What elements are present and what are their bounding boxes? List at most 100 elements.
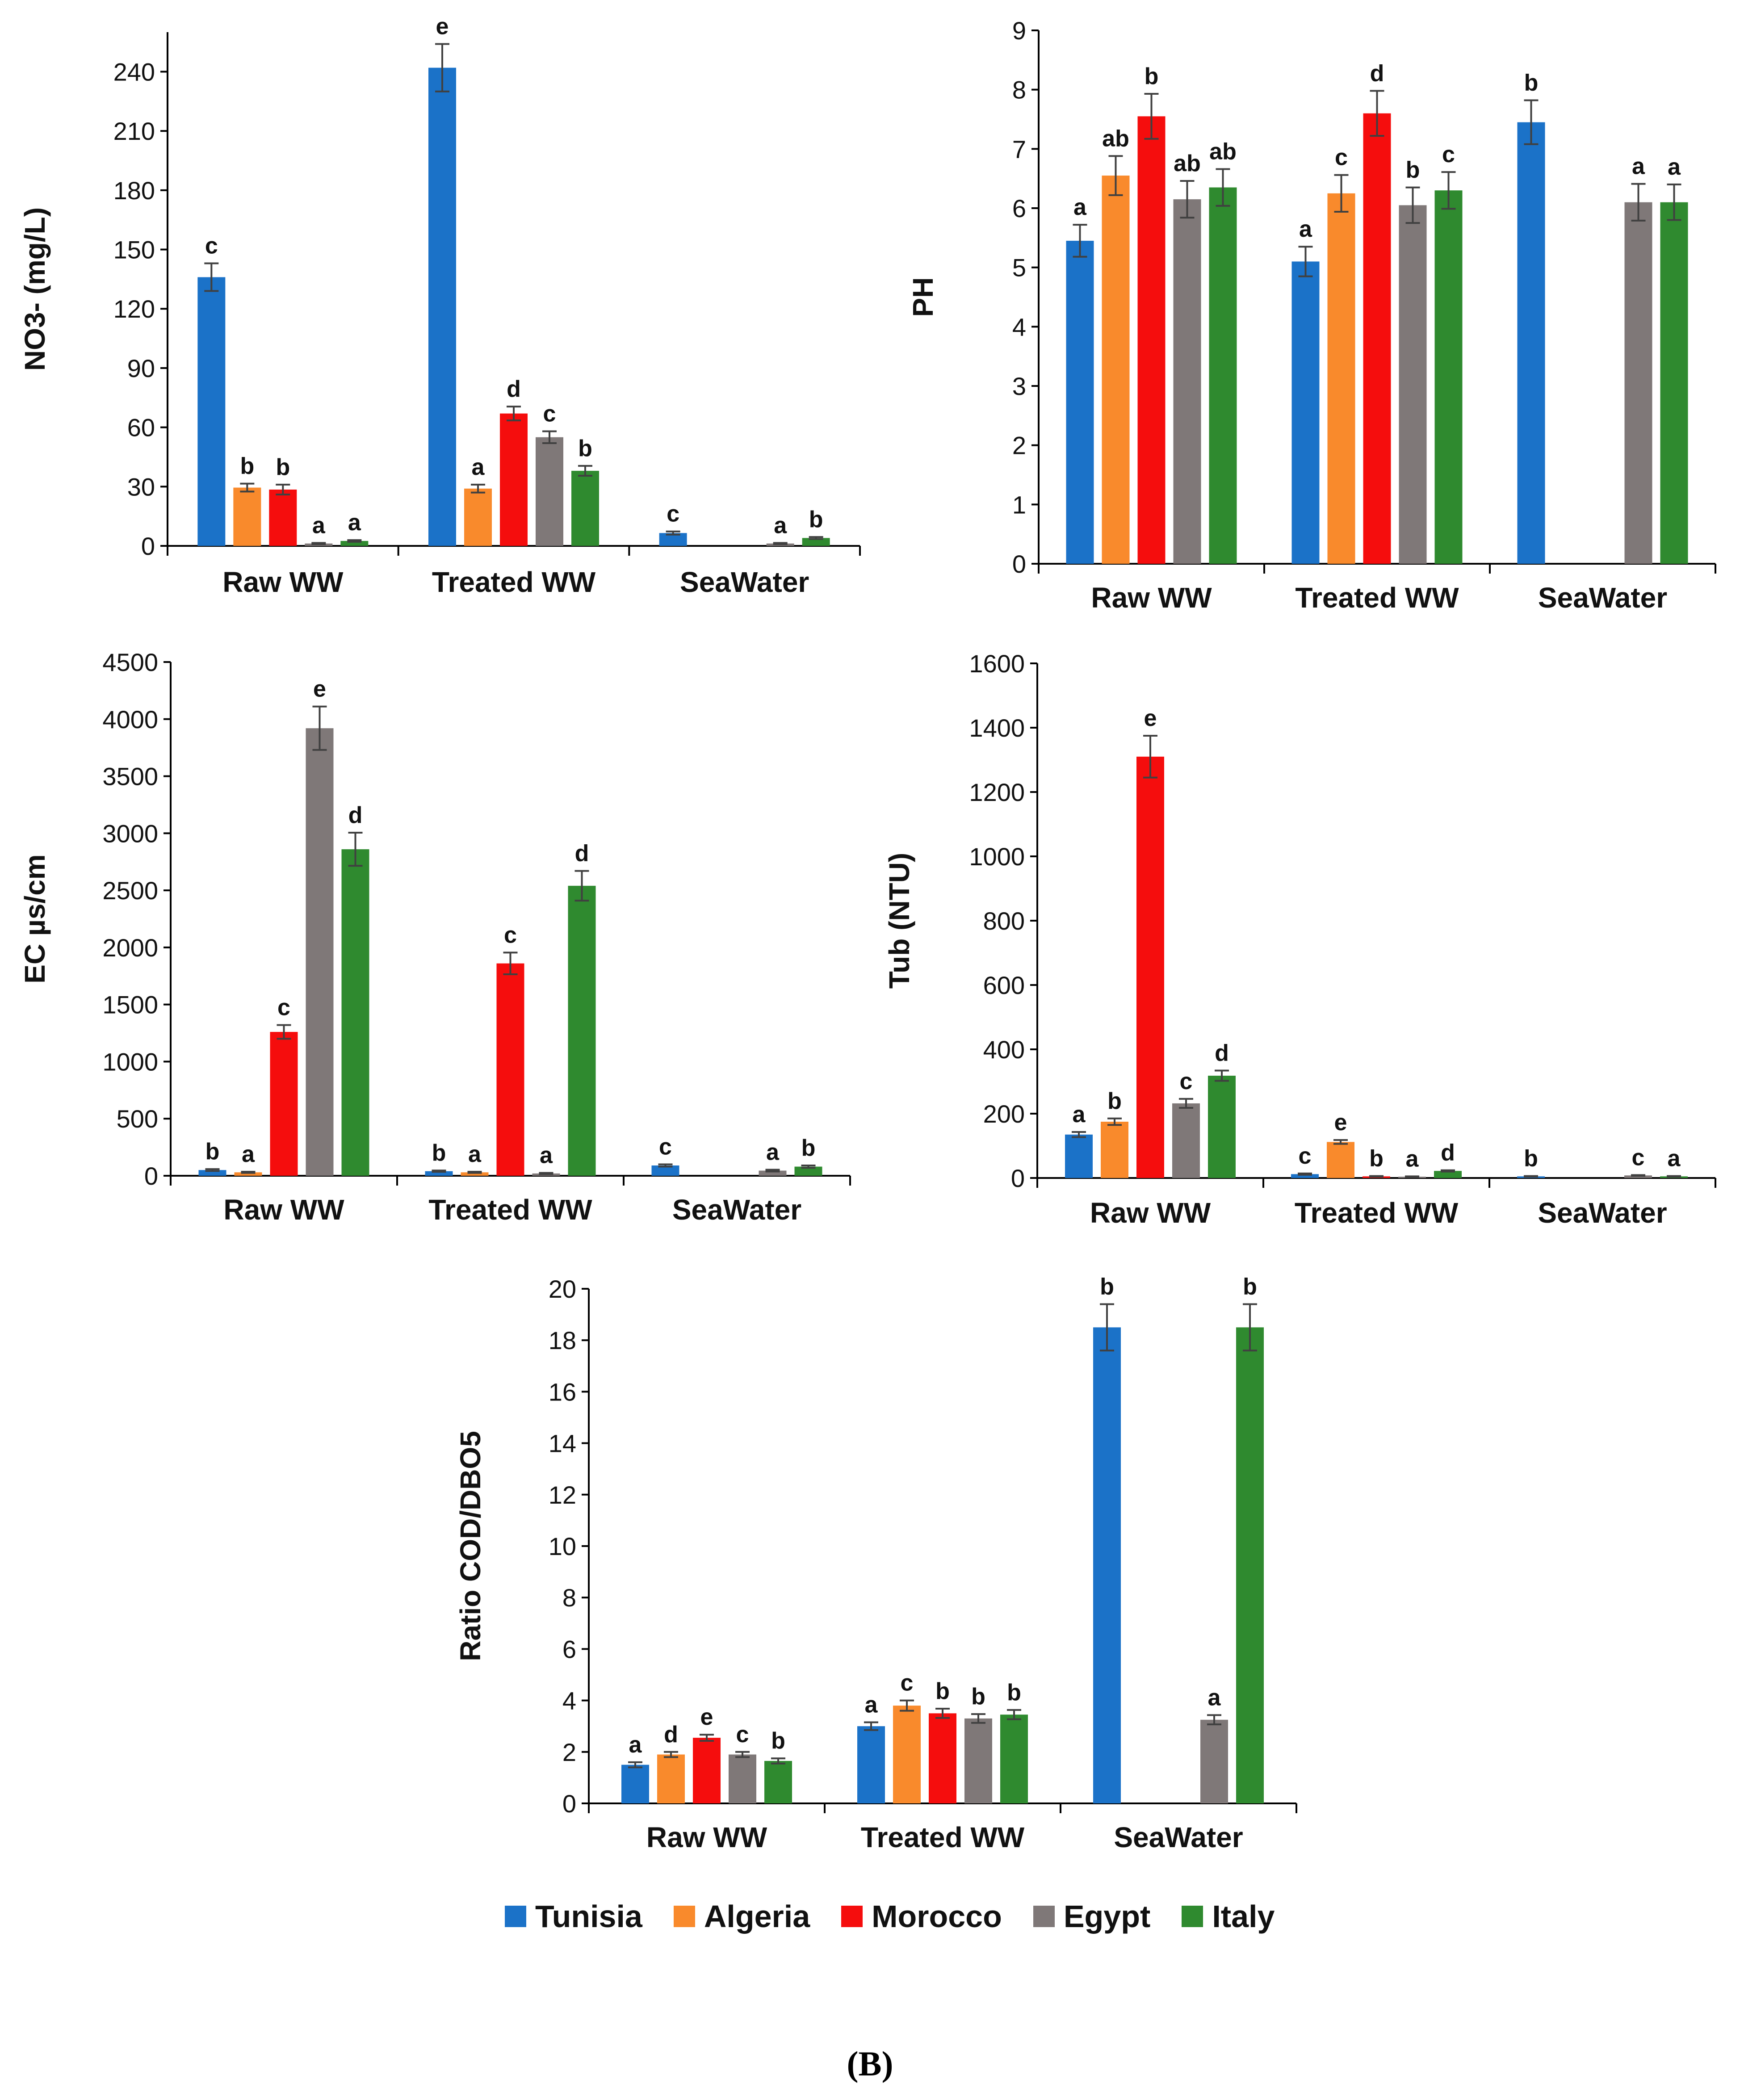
significance-letter-egypt-raw-ww: e (313, 676, 326, 702)
panel-label: (B) (847, 2044, 893, 2083)
bar-italy-raw-ww (1209, 187, 1237, 564)
bar-algeria-raw-ww (1102, 176, 1130, 564)
y-tick-label: 18 (549, 1326, 576, 1354)
bar-tunisia-raw-ww (197, 277, 226, 546)
significance-letter-egypt-seawater: a (1208, 1685, 1221, 1710)
bar-italy-seawater (802, 538, 830, 546)
y-tick-label: 400 (983, 1035, 1025, 1064)
bar-italy-raw-ww (764, 1760, 792, 1803)
y-tick-label: 150 (113, 236, 155, 264)
chart-ratio: 0 2 4 6 8 10 12 14 16 18 20 Raw WW Treated WW SeaWate… (454, 1274, 1297, 1853)
y-tick-label: 0 (141, 532, 155, 560)
legend-item-italy: Italy (1182, 1899, 1275, 1934)
y-tick-label: 2 (562, 1738, 576, 1766)
significance-letter-algeria-raw-ww: d (664, 1722, 678, 1748)
bar-italy-raw-ww (341, 849, 369, 1176)
significance-letter-italy-treated-ww: d (575, 841, 589, 867)
significance-letter-italy-treated-ww: b (578, 436, 592, 461)
legend-item-egypt: Egypt (1033, 1899, 1150, 1934)
bar-egypt-seawater (1624, 202, 1652, 564)
significance-letter-italy-seawater: a (1668, 1146, 1681, 1172)
bar-algeria-treated-ww (464, 488, 492, 546)
significance-letter-morocco-raw-ww: e (700, 1704, 713, 1730)
bar-morocco-raw-ww (1136, 756, 1164, 1178)
bar-italy-treated-ww (1434, 190, 1463, 564)
y-tick-label: 14 (549, 1429, 576, 1458)
legend-swatch-tunisia (505, 1906, 526, 1927)
x-tick-label-seawater: SeaWater (672, 1194, 801, 1226)
significance-letter-tunisia-seawater: c (659, 1134, 672, 1160)
y-axis-label: EC µs/cm (19, 854, 51, 983)
y-tick-label: 180 (113, 176, 155, 205)
significance-letter-egypt-seawater: c (1632, 1145, 1645, 1171)
bar-tunisia-raw-ww (621, 1765, 649, 1803)
x-tick-label-seawater: SeaWater (1114, 1821, 1243, 1853)
significance-letter-tunisia-treated-ww: b (432, 1140, 446, 1166)
significance-letter-algeria-treated-ww: e (1334, 1110, 1347, 1136)
significance-letter-tunisia-raw-ww: b (205, 1139, 220, 1165)
bar-egypt-seawater (1624, 1175, 1652, 1178)
significance-letter-egypt-raw-ww: a (312, 512, 326, 538)
legend-label-italy: Italy (1212, 1899, 1275, 1934)
legend-swatch-italy (1182, 1906, 1203, 1927)
significance-letter-morocco-treated-ww: d (1370, 60, 1384, 86)
significance-letter-italy-raw-ww: b (771, 1728, 785, 1754)
bar-egypt-raw-ww (729, 1754, 756, 1803)
y-tick-label: 20 (549, 1275, 576, 1303)
y-tick-label: 4500 (102, 648, 158, 676)
x-tick-label-raw-ww: Raw WW (222, 566, 344, 598)
y-axis-label: Ratio COD/DBO5 (454, 1431, 486, 1661)
x-tick-label-treated-ww: Treated WW (861, 1821, 1025, 1853)
bar-italy-treated-ww (571, 470, 599, 546)
bar-italy-raw-ww (1208, 1076, 1236, 1178)
y-tick-label: 0 (1012, 550, 1026, 578)
bar-morocco-raw-ww (270, 1032, 298, 1176)
bar-morocco-treated-ww (929, 1713, 956, 1803)
significance-letter-egypt-treated-ww: a (1406, 1146, 1419, 1172)
bar-egypt-raw-ww (1173, 199, 1201, 564)
bar-egypt-raw-ww (1172, 1103, 1200, 1178)
y-tick-label: 7 (1012, 135, 1026, 163)
x-tick-label-seawater: SeaWater (1538, 582, 1667, 614)
bar-italy-treated-ww (1434, 1171, 1462, 1178)
bar-italy-raw-ww (340, 541, 369, 546)
chart-no3: 0 30 60 90 120 150 180 210 240 Raw WW Treated WW Se… (19, 14, 861, 598)
bar-italy-treated-ww (568, 885, 596, 1176)
legend-label-egypt: Egypt (1063, 1899, 1151, 1934)
significance-letter-algeria-treated-ww: c (901, 1670, 914, 1696)
significance-letter-tunisia-raw-ww: a (1073, 1102, 1086, 1128)
y-tick-label: 600 (983, 971, 1025, 999)
significance-letter-italy-treated-ww: c (1442, 142, 1455, 168)
x-tick-label-raw-ww: Raw WW (1090, 1197, 1211, 1229)
bar-tunisia-seawater (1093, 1327, 1121, 1803)
bar-tunisia-treated-ww (428, 67, 456, 546)
significance-letter-morocco-treated-ww: b (935, 1678, 950, 1704)
legend-swatch-algeria (673, 1906, 695, 1927)
significance-letter-tunisia-treated-ww: c (1299, 1143, 1312, 1169)
significance-letter-egypt-raw-ww: ab (1174, 151, 1201, 176)
chart-ec: 0 500 1000 1500 2000 2500 3000 3500 4000 4500 Raw … (19, 648, 851, 1226)
y-tick-label: 1600 (969, 650, 1025, 678)
bar-tunisia-raw-ww (1066, 240, 1094, 564)
significance-letter-egypt-treated-ww: c (543, 401, 556, 427)
x-tick-label-raw-ww: Raw WW (223, 1194, 344, 1226)
y-tick-label: 200 (983, 1100, 1025, 1128)
significance-letter-italy-seawater: b (1243, 1274, 1257, 1300)
significance-letter-italy-raw-ww: d (1215, 1040, 1229, 1066)
significance-letter-algeria-raw-ww: b (1107, 1088, 1122, 1114)
bar-tunisia-seawater (1517, 122, 1545, 564)
significance-letter-tunisia-seawater: b (1524, 1146, 1538, 1172)
significance-letter-tunisia-treated-ww: e (436, 14, 449, 40)
x-tick-label-treated-ww: Treated WW (432, 566, 596, 598)
bar-italy-seawater (794, 1166, 822, 1176)
significance-letter-morocco-treated-ww: d (507, 376, 521, 402)
y-tick-label: 3 (1012, 372, 1026, 400)
chart-tub: 0 200 400 600 800 1000 1200 1400 1600 Raw WW Treat… (883, 650, 1716, 1229)
bar-tunisia-treated-ww (857, 1726, 885, 1803)
significance-letter-morocco-treated-ww: c (504, 922, 517, 948)
significance-letter-italy-raw-ww: d (348, 802, 363, 828)
y-tick-label: 60 (127, 414, 155, 442)
significance-letter-egypt-raw-ww: c (736, 1722, 749, 1748)
bar-morocco-treated-ww (500, 413, 528, 546)
